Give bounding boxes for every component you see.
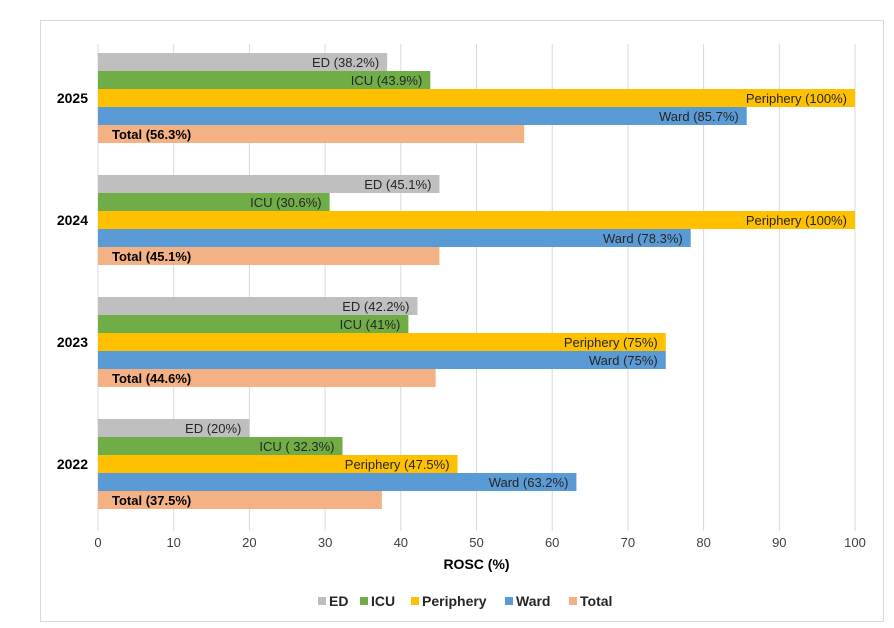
y-category-label: 2024 (57, 212, 88, 228)
legend-swatch-total (569, 597, 577, 605)
bar-ward (98, 473, 577, 491)
data-label: Periphery (75%) (564, 335, 658, 350)
x-tick-label: 80 (696, 535, 710, 550)
data-label: Total (56.3%) (112, 127, 191, 142)
x-tick-label: 100 (844, 535, 866, 550)
data-label: Ward (63.2%) (489, 475, 569, 490)
legend-swatch-icu (360, 597, 368, 605)
data-label: Periphery (47.5%) (345, 457, 450, 472)
x-tick-label: 90 (772, 535, 786, 550)
bar-periphery (98, 89, 855, 107)
data-label: Periphery (100%) (746, 213, 847, 228)
bar-ed (98, 297, 418, 315)
legend-label: ED (329, 593, 348, 609)
x-tick-label: 60 (545, 535, 559, 550)
data-label: ED (38.2%) (312, 55, 379, 70)
data-label: Total (45.1%) (112, 249, 191, 264)
legend-swatch-ward (505, 597, 513, 605)
bar-ed (98, 175, 440, 193)
legend-swatch-periphery (411, 597, 419, 605)
bar-periphery (98, 455, 458, 473)
legend-label: ICU (371, 593, 395, 609)
legend-label: Total (580, 593, 612, 609)
x-tick-label: 50 (469, 535, 483, 550)
bar-total (98, 247, 440, 265)
data-label: ICU (30.6%) (250, 195, 322, 210)
bar-periphery (98, 211, 855, 229)
x-tick-label: 40 (394, 535, 408, 550)
x-axis-label: ROSC (%) (443, 556, 509, 572)
bar-total (98, 125, 525, 143)
data-label: ED (42.2%) (342, 299, 409, 314)
y-category-label: 2022 (57, 456, 88, 472)
x-tick-label: 10 (166, 535, 180, 550)
bar-icu (98, 437, 343, 455)
data-label: Ward (85.7%) (659, 109, 739, 124)
bar-ed (98, 53, 388, 71)
x-tick-label: 0 (94, 535, 101, 550)
y-category-label: 2025 (57, 90, 88, 106)
y-category-label: 2023 (57, 334, 88, 350)
legend-swatch-ed (318, 597, 326, 605)
bar-ed (98, 419, 250, 437)
x-tick-label: 30 (318, 535, 332, 550)
data-label: Ward (78.3%) (603, 231, 683, 246)
bar-total (98, 369, 436, 387)
data-label: Total (37.5%) (112, 493, 191, 508)
data-label: Total (44.6%) (112, 371, 191, 386)
legend-label: Periphery (422, 593, 487, 609)
bar-icu (98, 71, 431, 89)
data-label: ICU ( 32.3%) (259, 439, 334, 454)
data-label: ICU (43.9%) (351, 73, 423, 88)
data-label: Ward (75%) (589, 353, 658, 368)
bar-periphery (98, 333, 666, 351)
bar-ward (98, 229, 691, 247)
data-label: Periphery (100%) (746, 91, 847, 106)
data-label: ED (20%) (185, 421, 241, 436)
data-label: ED (45.1%) (364, 177, 431, 192)
x-tick-label: 70 (621, 535, 635, 550)
x-tick-label: 20 (242, 535, 256, 550)
bar-ward (98, 351, 666, 369)
bar-icu (98, 315, 409, 333)
bar-ward (98, 107, 747, 125)
legend-label: Ward (516, 593, 550, 609)
data-label: ICU (41%) (340, 317, 401, 332)
bar-icu (98, 193, 330, 211)
bar-total (98, 491, 382, 509)
